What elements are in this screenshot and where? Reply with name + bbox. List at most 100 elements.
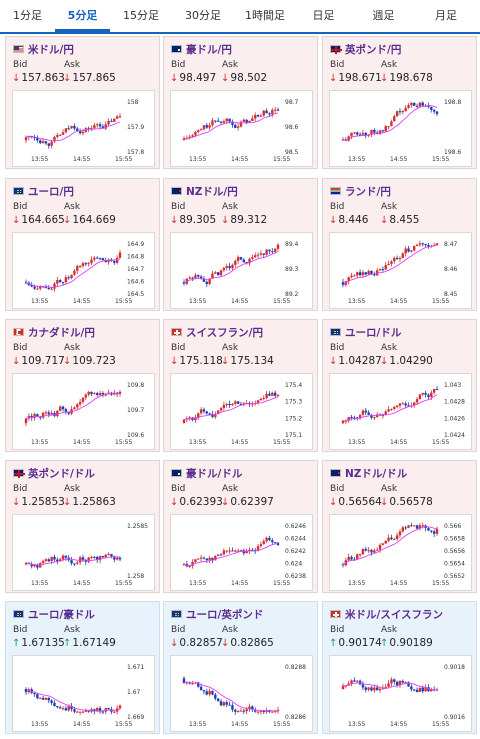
x-tick-label: 13:55: [348, 721, 365, 728]
price-chart[interactable]: 98.7 98.6 98.5 13:55 14:55 15:55: [170, 90, 313, 167]
candle-body: [104, 708, 107, 712]
card-title[interactable]: 米ドル/スイスフラン: [330, 607, 443, 621]
candle-body: [228, 266, 231, 269]
y-tick-label: 0.8288: [285, 664, 306, 671]
candle-body: [197, 413, 200, 418]
currency-card-8[interactable]: ユーロ/ドル Bid Ask ↓1.04287 ↓1.04290 1.043 1.0428 1…: [322, 319, 477, 452]
x-tick-label: 14:55: [390, 721, 407, 728]
price-chart[interactable]: 1.2585 1.258 13:55 14:55 15:55: [12, 514, 155, 591]
bid-label: Bid: [330, 625, 345, 635]
x-tick-label: 15:55: [432, 156, 449, 163]
candle-body: [407, 525, 410, 528]
candle-body: [381, 130, 385, 132]
price-chart[interactable]: 158 157.9 157.8 13:55 14:55 15:55: [12, 90, 155, 167]
currency-card-4[interactable]: NZドル/円 Bid Ask ↓89.305 ↓89.312 89.4 89.3 89.2 13…: [163, 178, 318, 311]
price-chart[interactable]: 109.8 109.7 109.6 13:55 14:55 15:55: [12, 373, 155, 450]
candle-body: [421, 525, 424, 527]
price-chart[interactable]: 175.4 175.3 175.2 175.1 13:55 14:55 15:55: [170, 373, 313, 450]
card-title[interactable]: ユーロ/ドル: [330, 325, 401, 339]
candle-body: [93, 393, 96, 395]
card-title[interactable]: ユーロ/豪ドル: [13, 607, 95, 621]
candle-body: [81, 131, 85, 134]
candle-body: [398, 258, 402, 260]
tab-6[interactable]: 週足: [372, 9, 395, 22]
price-chart[interactable]: 1.671 1.67 1.669 13:55 14:55 15:55: [12, 655, 155, 732]
tab-7[interactable]: 月足: [435, 9, 457, 22]
x-tick-label: 13:55: [189, 156, 206, 163]
card-title[interactable]: NZドル/ドル: [330, 466, 407, 480]
candle-body: [381, 269, 385, 271]
candle-body: [118, 705, 122, 709]
tab-0[interactable]: 1分足: [13, 9, 42, 22]
card-title[interactable]: 英ポンド/ドル: [13, 466, 95, 480]
card-title[interactable]: カナダドル/円: [13, 325, 95, 339]
tab-2[interactable]: 15分足: [123, 9, 159, 22]
candle-body: [202, 690, 206, 692]
card-title[interactable]: ユーロ/英ポンド: [171, 607, 263, 621]
bid-label: Bid: [13, 343, 28, 353]
candle-body: [96, 556, 99, 561]
candle-body: [378, 269, 382, 271]
candle-body: [398, 531, 402, 536]
price-chart[interactable]: 198.8 198.6 13:55 14:55 15:55: [329, 90, 472, 167]
price-chart[interactable]: 0.8288 0.8286 13:55 14:55 15:55: [170, 655, 313, 732]
card-title[interactable]: NZドル/円: [171, 184, 238, 198]
tab-3[interactable]: 30分足: [185, 9, 221, 22]
currency-card-9[interactable]: 英ポンド/ドル Bid Ask ↓1.25853 ↓1.25863 1.2585 1.258…: [5, 460, 160, 593]
ask-value: ↓1.25863: [63, 496, 116, 508]
candle-body: [234, 124, 237, 128]
currency-card-12[interactable]: ユーロ/豪ドル Bid Ask ↑1.67135 ↑1.67149 1.671 1.67 1.…: [5, 601, 160, 734]
card-title[interactable]: 英ポンド/円: [330, 42, 401, 56]
currency-card-3[interactable]: ユーロ/円 Bid Ask ↓164.665 ↓164.669 164.9 164.8 164…: [5, 178, 160, 311]
candle-body: [421, 687, 424, 692]
price-chart[interactable]: 0.9018 0.9016 13:55 14:55 15:55: [329, 655, 472, 732]
candle-body: [110, 554, 113, 557]
currency-card-2[interactable]: 英ポンド/円 Bid Ask ↓198.671 ↓198.678 198.8 198.6 13…: [322, 36, 477, 169]
card-title[interactable]: スイスフラン/円: [171, 325, 263, 339]
card-title[interactable]: 豪ドル/ドル: [171, 466, 242, 480]
currency-card-11[interactable]: NZドル/ドル Bid Ask ↓0.56564 ↓0.56578 0.566 0.5658…: [322, 460, 477, 593]
card-title[interactable]: 豪ドル/円: [171, 42, 232, 56]
price-chart[interactable]: 1.043 1.0428 1.0426 1.0424 13:55 14:55 15:55: [329, 373, 472, 450]
tab-4[interactable]: 1時間足: [245, 9, 285, 22]
candle-body: [67, 411, 70, 414]
currency-card-1[interactable]: 豪ドル/円 Bid Ask ↓98.497 ↓98.502 98.7 98.6 98.5 13:…: [163, 36, 318, 169]
candle-body: [73, 563, 76, 565]
candle-body: [104, 394, 107, 396]
flag-eu-icon: [171, 610, 182, 618]
currency-card-14[interactable]: 米ドル/スイスフラン Bid Ask ↑0.90174 ↑0.90189 0.9018 0.…: [322, 601, 477, 734]
candle-body: [199, 129, 203, 131]
y-tick-label: 0.8286: [285, 714, 306, 721]
card-title[interactable]: ランド/円: [330, 184, 391, 198]
price-chart[interactable]: 89.4 89.3 89.2 13:55 14:55 15:55: [170, 232, 313, 309]
candle-body: [234, 260, 237, 265]
candle-body: [93, 556, 96, 558]
candle-body: [216, 410, 220, 415]
currency-card-5[interactable]: ランド/円 Bid Ask ↓8.446 ↓8.455 8.47 8.46 8.45 13:55…: [322, 178, 477, 311]
tab-1[interactable]: 5分足: [55, 0, 110, 32]
candle-body: [222, 121, 226, 123]
candle-body: [76, 266, 79, 271]
candle-body: [259, 544, 263, 547]
candle-body: [415, 525, 419, 529]
card-title[interactable]: 米ドル/円: [13, 42, 74, 56]
currency-card-10[interactable]: 豪ドル/ドル Bid Ask ↓0.62393 ↓0.62397 0.6246 0.6244…: [163, 460, 318, 593]
arrow-down-icon: ↓: [170, 638, 179, 649]
candle-body: [415, 689, 419, 692]
price-chart[interactable]: 164.9 164.8 164.7 164.6 164.5 13:55 14:55 15:55: [12, 232, 155, 309]
candle-body: [410, 686, 413, 690]
tab-5[interactable]: 日足: [312, 9, 335, 22]
currency-card-7[interactable]: スイスフラン/円 Bid Ask ↓175.118 ↓175.134 175.4 175.3…: [163, 319, 318, 452]
y-tick-label: 164.9: [127, 241, 144, 248]
card-title[interactable]: ユーロ/円: [13, 184, 74, 198]
y-tick-label: 175.4: [285, 382, 302, 389]
currency-card-13[interactable]: ユーロ/英ポンド Bid Ask ↓0.82857 ↓0.82865 0.8288 0.82…: [163, 601, 318, 734]
price-chart[interactable]: 0.6246 0.6244 0.6242 0.624 0.6238 13:55 14:55 1…: [170, 514, 313, 591]
candle-body: [256, 254, 260, 256]
y-tick-label: 0.624: [285, 561, 302, 568]
currency-card-6[interactable]: カナダドル/円 Bid Ask ↓109.717 ↓109.723 109.8 109.7 1…: [5, 319, 160, 452]
price-chart[interactable]: 0.566 0.5658 0.5656 0.5654 0.5652 13:55 14:55 1…: [329, 514, 472, 591]
price-chart[interactable]: 8.47 8.46 8.45 13:55 14:55 15:55: [329, 232, 472, 309]
currency-card-0[interactable]: 米ドル/円 Bid Ask ↓157.863 ↓157.865 158 157.9 157.8…: [5, 36, 160, 169]
candle-body: [347, 556, 350, 561]
